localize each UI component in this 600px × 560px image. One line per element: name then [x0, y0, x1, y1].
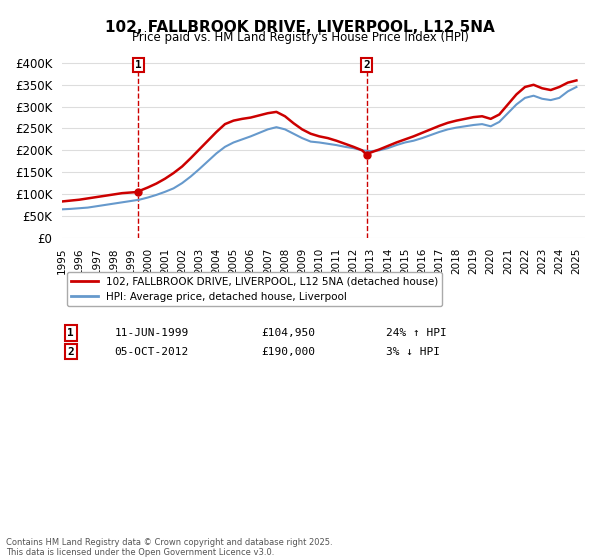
Text: £190,000: £190,000 [261, 347, 315, 357]
Text: 1: 1 [135, 60, 142, 70]
Text: 05-OCT-2012: 05-OCT-2012 [115, 347, 188, 357]
Text: Contains HM Land Registry data © Crown copyright and database right 2025.
This d: Contains HM Land Registry data © Crown c… [6, 538, 332, 557]
Text: 1: 1 [67, 328, 74, 338]
Text: £104,950: £104,950 [261, 328, 315, 338]
Legend: 102, FALLBROOK DRIVE, LIVERPOOL, L12 5NA (detached house), HPI: Average price, d: 102, FALLBROOK DRIVE, LIVERPOOL, L12 5NA… [67, 272, 442, 306]
Text: 24% ↑ HPI: 24% ↑ HPI [386, 328, 447, 338]
Text: 2: 2 [363, 60, 370, 70]
Text: 3% ↓ HPI: 3% ↓ HPI [386, 347, 440, 357]
Text: 11-JUN-1999: 11-JUN-1999 [115, 328, 188, 338]
Text: 102, FALLBROOK DRIVE, LIVERPOOL, L12 5NA: 102, FALLBROOK DRIVE, LIVERPOOL, L12 5NA [105, 20, 495, 35]
Text: Price paid vs. HM Land Registry's House Price Index (HPI): Price paid vs. HM Land Registry's House … [131, 31, 469, 44]
Text: 2: 2 [67, 347, 74, 357]
